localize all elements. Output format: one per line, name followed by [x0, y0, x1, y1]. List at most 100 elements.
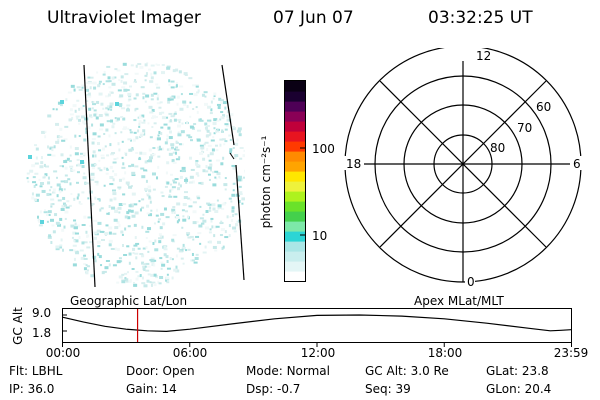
aurora-speckle [35, 193, 40, 197]
aurora-speckle [203, 222, 206, 225]
aurora-speckle [83, 241, 88, 244]
aurora-speckle [47, 235, 52, 239]
aurora-speckle [99, 230, 104, 233]
aurora-speckle [175, 82, 178, 86]
aurora-speckle [186, 232, 191, 236]
aurora-speckle [83, 138, 87, 142]
aurora-speckle [153, 283, 157, 287]
aurora-speckle [59, 165, 63, 168]
aurora-speckle [219, 138, 224, 141]
aurora-speckle [37, 215, 40, 219]
aurora-speckle [84, 85, 88, 88]
aurora-speckle [146, 212, 150, 215]
aurora-speckle [108, 239, 113, 243]
aurora-speckle [186, 105, 189, 109]
aurora-speckle [62, 196, 66, 200]
aurora-speckle [241, 197, 245, 201]
aurora-speckle [41, 130, 46, 134]
aurora-speckle [33, 184, 36, 188]
aurora-speckle [209, 152, 214, 156]
app-title: Ultraviolet Imager [47, 8, 201, 28]
aurora-speckle [51, 224, 55, 227]
aurora-speckle [51, 191, 54, 194]
aurora-speckle [49, 147, 52, 150]
aurora-speckle [150, 209, 153, 212]
aurora-speckle [47, 114, 52, 118]
aurora-speckle [76, 86, 81, 89]
aurora-speckle [98, 92, 103, 96]
aurora-speckle [104, 111, 108, 114]
aurora-speckle [134, 108, 137, 112]
aurora-speckle [147, 273, 151, 276]
aurora-speckle [150, 76, 154, 80]
aurora-speckle [90, 172, 95, 176]
aurora-speckle [208, 240, 212, 244]
aurora-speckles [26, 61, 245, 288]
aurora-speckle [175, 215, 180, 219]
aurora-speckle [135, 270, 139, 273]
aurora-speckle [144, 74, 148, 77]
aurora-speckle [193, 123, 197, 126]
aurora-speckle [195, 160, 199, 163]
aurora-speckle [68, 118, 72, 122]
aurora-speckle [195, 253, 199, 256]
aurora-speckle [40, 156, 43, 160]
aurora-speckle [140, 132, 145, 135]
aurora-speckle [121, 280, 126, 284]
terminator-right-bottom-line [235, 164, 245, 281]
aurora-speckle [213, 132, 216, 135]
aurora-speckle [160, 235, 164, 239]
aurora-speckle [89, 224, 92, 227]
gain-status: Gain: 14 [126, 382, 177, 396]
aurora-speckle [150, 64, 155, 67]
aurora-speckle [152, 147, 156, 150]
aurora-speckle [54, 213, 58, 217]
aurora-speckle [181, 122, 184, 125]
aurora-speckle [207, 144, 212, 147]
colorbar-segment [285, 121, 305, 132]
aurora-speckle [187, 236, 192, 239]
aurora-speckle [97, 221, 102, 225]
aurora-speckle [166, 148, 169, 151]
aurora-speckle [139, 253, 144, 256]
aurora-speckle [93, 219, 98, 222]
aurora-speckle [238, 193, 243, 196]
aurora-speckle [194, 257, 199, 261]
aurora-speckle [172, 161, 177, 164]
aurora-speckle [138, 125, 141, 128]
aurora-speckle [72, 244, 77, 247]
aurora-speckle [160, 235, 163, 238]
aurora-speckle [124, 272, 128, 275]
aurora-speckle [141, 225, 144, 229]
aurora-speckle [142, 96, 145, 100]
aurora-speckle [64, 125, 69, 128]
aurora-speckle [69, 108, 73, 112]
aurora-speckle [132, 247, 136, 251]
lat-label-80: 80 [490, 141, 505, 155]
aurora-speckle [123, 126, 128, 130]
aurora-speckle [205, 124, 210, 127]
colorbar-segment [285, 191, 305, 202]
timeline-ytick-1.8: 1.8 [32, 326, 52, 340]
aurora-speckle [169, 173, 173, 176]
aurora-speckle [219, 118, 222, 121]
xtick-00: 00:00 [45, 346, 81, 360]
aurora-speckle [163, 248, 168, 251]
aurora-speckle [77, 118, 81, 122]
aurora-speckle [202, 169, 206, 173]
aurora-speckle [148, 105, 153, 109]
aurora-speckle [145, 262, 150, 265]
aurora-speckle [208, 231, 212, 234]
aurora-speckle [145, 179, 148, 183]
aurora-speckle [155, 83, 159, 86]
aurora-speckle [46, 145, 49, 149]
aurora-bright-spot [115, 102, 119, 106]
aurora-speckle [64, 210, 69, 214]
aurora-speckle [193, 93, 198, 97]
mlt-label-0: 0 [467, 275, 475, 289]
aurora-speckle [134, 80, 137, 83]
aurora-speckle [31, 164, 36, 168]
aurora-speckle [156, 176, 159, 180]
aurora-speckle [68, 160, 72, 163]
aurora-speckle [204, 126, 208, 130]
